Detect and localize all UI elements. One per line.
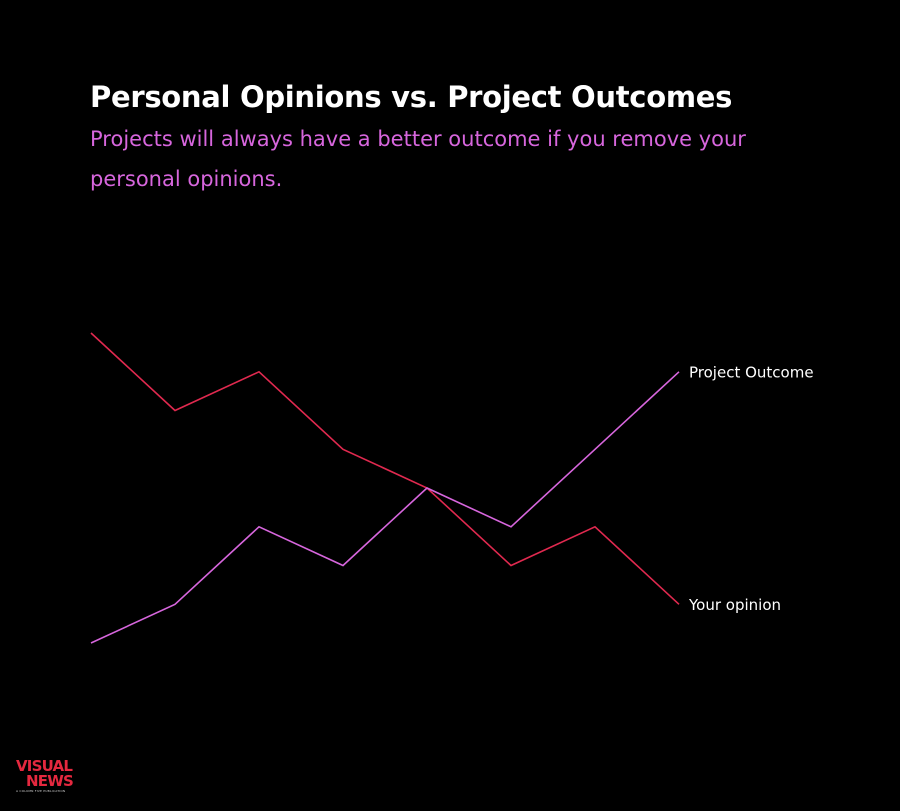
page-title: Personal Opinions vs. Project Outcomes	[90, 80, 733, 114]
series-label-project-outcome: Project Outcome	[689, 363, 814, 381]
logo-word-news: NEWS	[26, 772, 74, 790]
series-label-your-opinion: Your opinion	[688, 596, 781, 614]
page-subtitle: Projects will always have a better outco…	[90, 127, 746, 191]
visual-news-logo: VISUAL NEWS A COLUMN FIVE PUBLICATION	[16, 759, 88, 799]
series-line-project-outcome	[90, 371, 680, 644]
series-line-your-opinion	[90, 332, 680, 605]
logo-word-visual: VISUAL	[16, 757, 73, 775]
lines-layer	[90, 332, 680, 644]
labels-layer: Your opinion Project Outcome	[688, 363, 814, 614]
logo-tagline: A COLUMN FIVE PUBLICATION	[16, 789, 66, 793]
